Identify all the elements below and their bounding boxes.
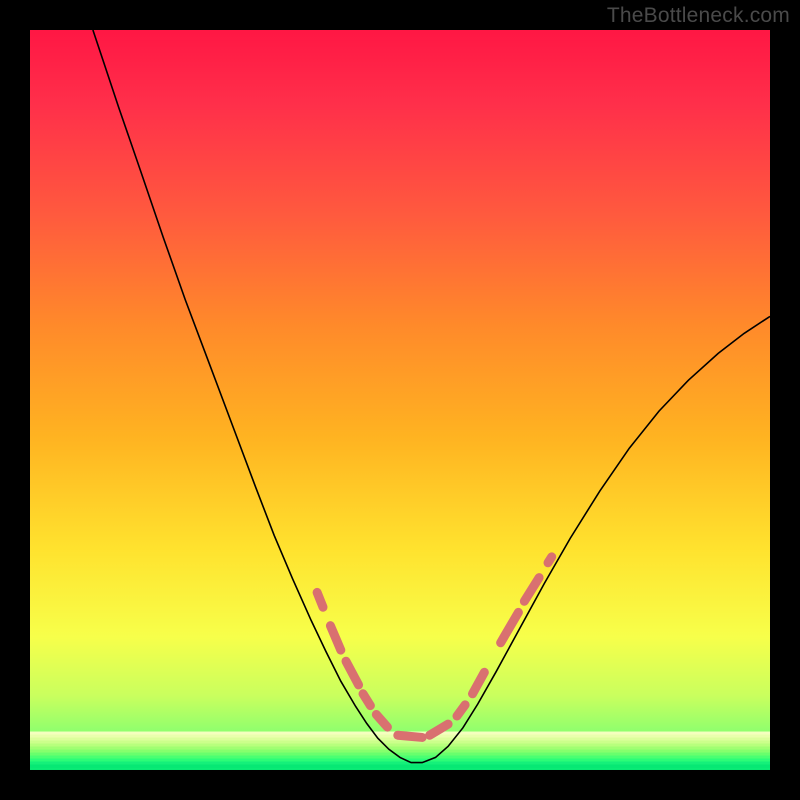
plot-svg (30, 30, 770, 770)
dash-segment (317, 592, 323, 607)
gradient-background (30, 30, 770, 770)
dash-segment (548, 557, 552, 563)
watermark-text: TheBottleneck.com (607, 4, 790, 28)
color-strip (30, 765, 770, 769)
plot-area (30, 30, 770, 770)
dash-segment (398, 735, 422, 737)
dash-segment (363, 694, 370, 706)
chart-frame: TheBottleneck.com (0, 0, 800, 800)
